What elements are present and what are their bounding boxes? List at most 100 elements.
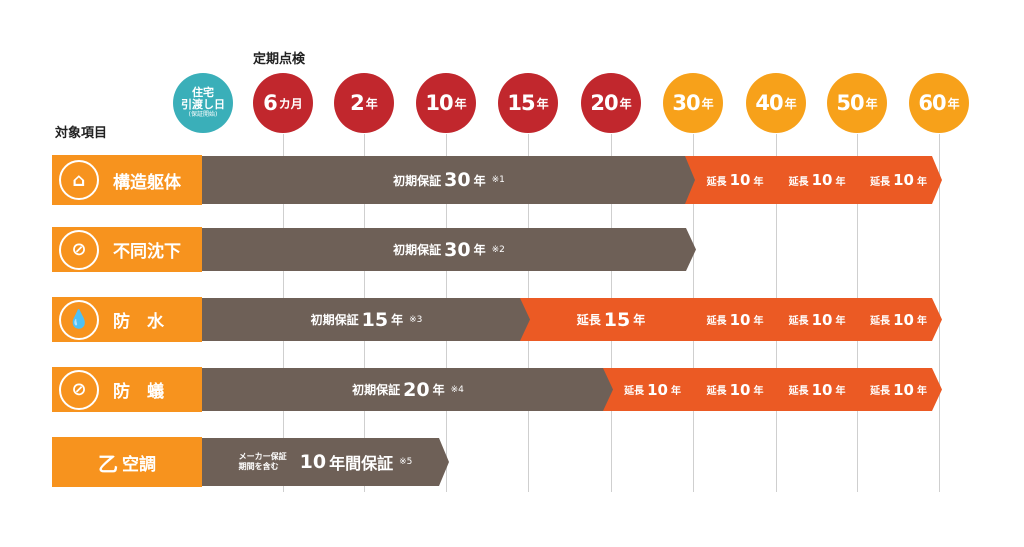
segment-years: 10 — [811, 310, 833, 329]
extension-warranty-bar: 延長 10 年 — [849, 298, 942, 341]
initial-warranty-bar: 初期保証 30 年 ※1 — [202, 156, 696, 204]
marker-number: 6 — [263, 91, 278, 115]
initial-warranty-bar: 初期保証 20 年 ※4 — [202, 368, 614, 411]
marker-unit: 年 — [784, 96, 797, 111]
segment-unit: 年 — [670, 386, 681, 397]
extension-warranty-bar: 延長 10 年 — [685, 368, 779, 411]
segment-unit: 年 — [753, 316, 764, 327]
marker-number: 10 — [425, 91, 453, 115]
segment-years: 10 — [811, 171, 833, 189]
segment-years: 20 — [403, 378, 430, 401]
segment-years: 10 — [729, 310, 751, 329]
extension-warranty-bar: 延長 10 年 — [685, 156, 779, 204]
extension-warranty-bar: 延長 10 年 — [768, 368, 860, 411]
segment-prefix: 初期保証 — [352, 383, 401, 397]
segment-unit: 年 — [916, 386, 927, 397]
segment-years: 15 — [361, 308, 389, 331]
item-label: 乙空調 — [52, 437, 202, 487]
item-label-text: 構造躯体 — [113, 172, 181, 193]
segment-prefix: 延長 — [624, 386, 645, 397]
marker-unit: 年 — [536, 96, 549, 111]
initial-warranty-bar: 初期保証 15 年 ※3 — [202, 298, 531, 341]
item-label-text: 防 蟻 — [113, 382, 164, 402]
inspection-marker: 6 カ月 — [253, 73, 313, 133]
inspection-marker: 30 年 — [663, 73, 723, 133]
segment-unit: 年間保証 — [329, 454, 394, 473]
extension-warranty-bar: 延長 10 年 — [603, 368, 696, 411]
inspection-marker: 15 年 — [498, 73, 558, 133]
footnote-ref: ※4 — [450, 384, 464, 395]
segment-unit: 年 — [391, 313, 404, 327]
air-conditioner-icon: 乙 — [98, 451, 118, 476]
marker-number: 50 — [836, 91, 864, 115]
item-label: ⊘ 防 蟻 — [52, 367, 202, 412]
segment-years: 30 — [444, 238, 471, 261]
segment-prefix: 延長 — [788, 386, 809, 397]
inspection-marker: 40 年 — [746, 73, 806, 133]
segment-prefix: 延長 — [706, 176, 727, 188]
note-line: 期間を含む — [238, 462, 279, 471]
item-label-text: 空調 — [122, 454, 156, 475]
handover-text: (保証開始) — [188, 111, 218, 119]
inspection-marker: 20 年 — [581, 73, 641, 133]
extension-warranty-bar: 延長 10 年 — [849, 156, 942, 204]
segment-unit: 年 — [835, 316, 846, 327]
segment-unit: 年 — [916, 316, 927, 327]
segment-unit: 年 — [916, 176, 927, 188]
inspection-marker: 50 年 — [827, 73, 887, 133]
segment-prefix: 初期保証 — [393, 173, 442, 188]
extension-warranty-bar: 延長 10 年 — [849, 368, 942, 411]
marker-unit: 年 — [865, 96, 878, 111]
item-label-text: 防 水 — [113, 312, 164, 332]
segment-unit: 年 — [432, 383, 445, 397]
item-label-text: 不同沈下 — [113, 242, 181, 262]
marker-number: 40 — [755, 91, 783, 115]
segment-unit: 年 — [753, 386, 764, 397]
no-subsidence-icon: ⊘ — [59, 229, 99, 270]
handover-text: 住宅 — [192, 86, 214, 100]
segment-unit: 年 — [835, 176, 846, 188]
segment-prefix: 延長 — [788, 316, 809, 327]
marker-number: 15 — [507, 91, 535, 115]
timeline-gridline — [939, 134, 940, 492]
house-frame-icon: ⌂ — [59, 160, 99, 200]
segment-unit: 年 — [633, 313, 646, 327]
inspection-marker: 10 年 — [416, 73, 476, 133]
segment-years: 10 — [299, 451, 327, 473]
water-drop-icon: 💧 — [59, 299, 99, 340]
extension-warranty-bar: 延長 10 年 — [768, 156, 860, 204]
marker-unit: 年 — [947, 96, 960, 111]
maker-warranty-note: メーカー保証 期間を含む — [239, 452, 287, 471]
marker-number: 20 — [590, 91, 618, 115]
segment-years: 30 — [444, 169, 471, 191]
extension-warranty-bar: 延長 10 年 — [768, 298, 860, 341]
marker-unit: カ月 — [278, 96, 303, 111]
footnote-ref: ※5 — [399, 457, 413, 467]
extension-warranty-bar: 延長 10 年 — [685, 298, 779, 341]
marker-number: 2 — [350, 91, 365, 115]
segment-prefix: 延長 — [576, 313, 601, 327]
handover-text: 引渡し日 — [181, 97, 225, 111]
segment-years: 10 — [893, 310, 914, 329]
segment-years: 10 — [893, 171, 914, 189]
footnote-ref: ※1 — [491, 175, 505, 185]
segment-prefix: 初期保証 — [310, 313, 359, 327]
marker-number: 60 — [918, 91, 946, 115]
segment-prefix: 延長 — [870, 176, 891, 188]
segment-unit: 年 — [473, 173, 486, 188]
segment-prefix: 初期保証 — [393, 243, 442, 257]
segment-years: 10 — [893, 380, 914, 399]
marker-unit: 年 — [365, 96, 378, 111]
segment-years: 10 — [811, 380, 833, 399]
segment-years: 10 — [729, 380, 751, 399]
item-label: 💧 防 水 — [52, 297, 202, 342]
footnote-ref: ※3 — [409, 314, 423, 325]
marker-unit: 年 — [454, 96, 467, 111]
items-title: 対象項目 — [55, 126, 108, 141]
marker-unit: 年 — [619, 96, 632, 111]
no-termite-icon: ⊘ — [59, 369, 99, 410]
segment-prefix: 延長 — [870, 316, 891, 327]
note-line: メーカー保証 — [238, 452, 287, 462]
